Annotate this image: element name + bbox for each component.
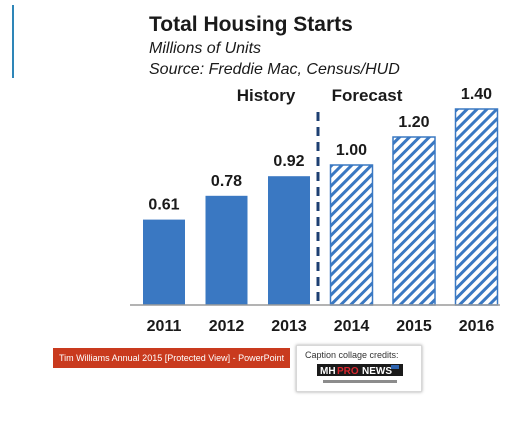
data-label-2013: 0.92 — [273, 153, 304, 170]
caption-credits-box: Caption collage credits: MH PRO NEWS — [296, 345, 422, 392]
credits-label: Caption collage credits: — [305, 350, 399, 360]
bar-2016 — [454, 108, 499, 306]
svg-text:MH: MH — [320, 366, 336, 377]
bar-2012 — [205, 195, 248, 305]
x-tick-label-2015: 2015 — [396, 318, 432, 335]
svg-text:PRO: PRO — [337, 366, 359, 377]
slide-accent-line — [12, 5, 14, 78]
x-tick-label-2016: 2016 — [459, 318, 495, 335]
bar-2013 — [268, 176, 310, 305]
x-tick-label-2012: 2012 — [209, 318, 245, 335]
chart-source: Source: Freddie Mac, Census/HUD — [149, 61, 400, 78]
data-label-2015: 1.20 — [398, 114, 429, 131]
powerpoint-taskbar-button[interactable]: Tim Williams Annual 2015 [Protected View… — [53, 348, 290, 368]
bar-2014 — [329, 164, 374, 306]
data-label-2011: 0.61 — [148, 197, 179, 214]
group-label-forecast: Forecast — [332, 86, 403, 105]
x-tick-label-2011: 2011 — [147, 318, 182, 335]
data-label-2016: 1.40 — [461, 86, 492, 103]
bar-2011 — [143, 219, 185, 305]
bar-chart: History Forecast 0.61 2011 0.78 2012 0.92 201… — [130, 86, 500, 335]
mhpronews-logo: MH PRO NEWS — [317, 364, 403, 383]
x-tick-label-2014: 2014 — [334, 318, 370, 335]
data-label-2012: 0.78 — [211, 173, 242, 190]
chart-title: Total Housing Starts — [149, 13, 353, 36]
data-label-2014: 1.00 — [336, 142, 367, 159]
x-tick-label-2013: 2013 — [271, 318, 307, 335]
bar-2015 — [392, 136, 436, 306]
svg-text:NEWS: NEWS — [362, 366, 392, 377]
group-label-history: History — [237, 86, 296, 105]
chart-subtitle: Millions of Units — [149, 40, 262, 57]
